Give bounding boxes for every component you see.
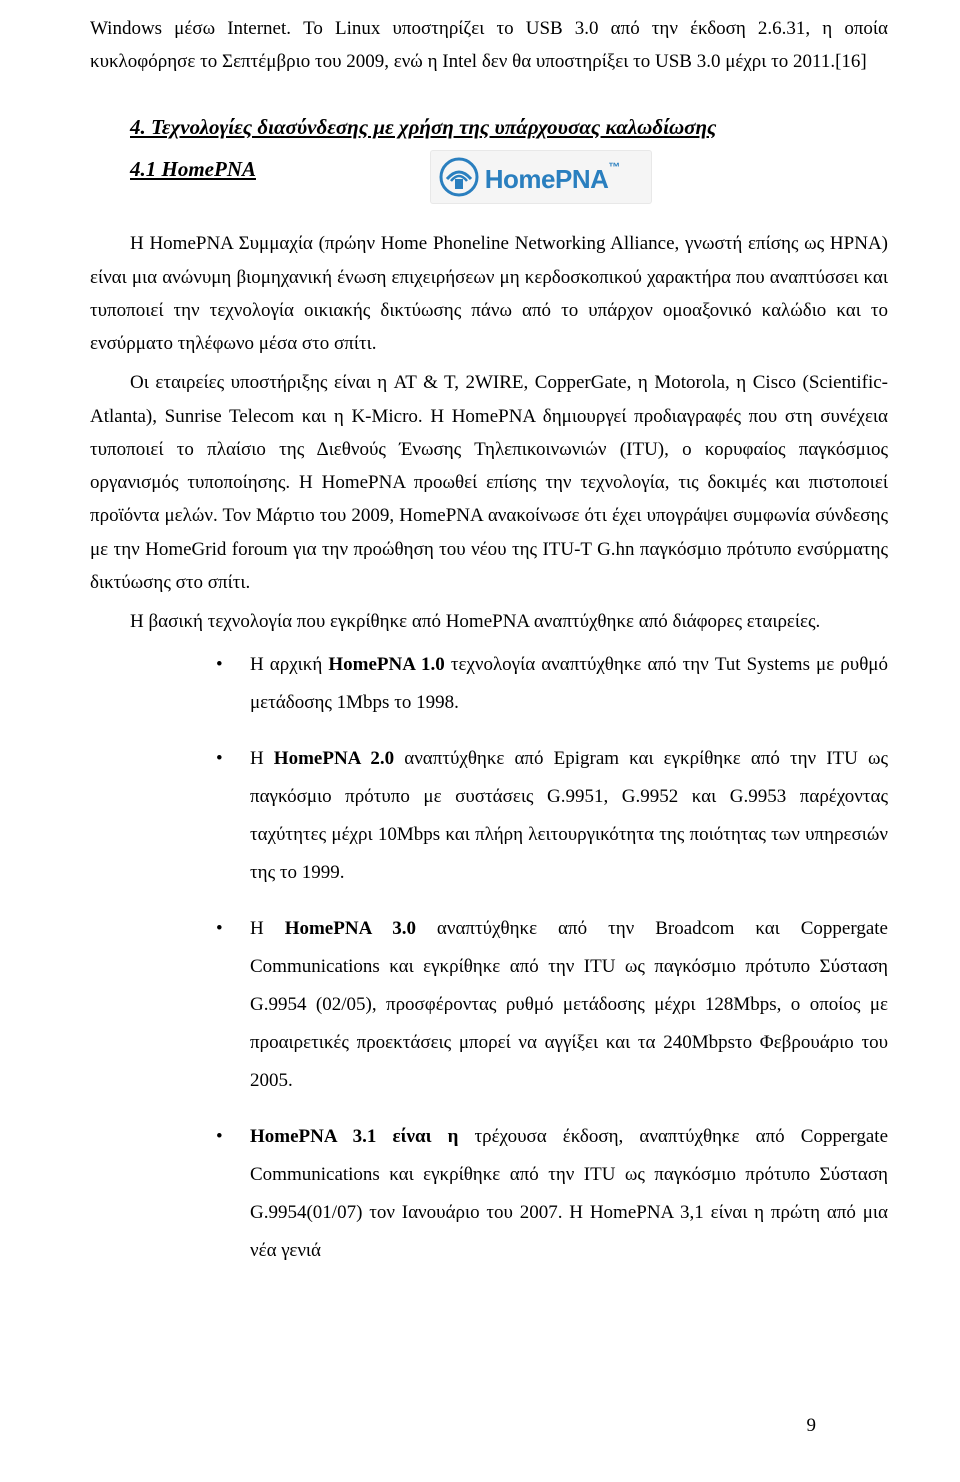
list-item: Η HomePNA 2.0 αναπτύχθηκε από Epigram κα… <box>144 740 888 892</box>
bullet-list: Η αρχική HomePNA 1.0 τεχνολογία αναπτύχθ… <box>90 646 888 1270</box>
bullet-lead: Η <box>250 748 274 769</box>
list-item: Η HomePNA 3.0 αναπτύχθηκε από την Broadc… <box>144 910 888 1100</box>
list-item: Η αρχική HomePNA 1.0 τεχνολογία αναπτύχθ… <box>144 646 888 722</box>
bullet-rest: αναπτύχθηκε από την Broadcom και Copperg… <box>250 918 888 1091</box>
bullet-bold: HomePNA 3.0 <box>285 918 416 939</box>
body-paragraph-1: Η HomePNA Συμμαχία (πρώην Home Phoneline… <box>90 227 888 360</box>
bullet-bold: HomePNA 1.0 <box>328 654 444 675</box>
bullet-bold: HomePNA 3.1 είναι η <box>250 1126 458 1147</box>
body-paragraph-2: Οι εταιρείες υποστήριξης είναι η AT & T,… <box>90 366 888 599</box>
subsection-row: 4.1 HomePNA HomePNA™ <box>90 151 888 203</box>
homepna-logo-icon <box>439 157 479 197</box>
bullet-bold: HomePNA 2.0 <box>274 748 394 769</box>
body-paragraph-3: Η βασική τεχνολογία που εγκρίθηκε από Ho… <box>90 605 888 638</box>
list-item: HomePNA 3.1 είναι η τρέχουσα έκδοση, ανα… <box>144 1118 888 1270</box>
page-number: 9 <box>807 1409 817 1442</box>
bullet-lead: Η αρχική <box>250 654 328 675</box>
homepna-logo-text: HomePNA™ <box>485 157 620 203</box>
intro-paragraph: Windows μέσω Internet. Το Linux υποστηρί… <box>90 12 888 79</box>
section-4-1-heading: 4.1 HomePNA <box>130 151 256 188</box>
bullet-lead: Η <box>250 918 285 939</box>
page: Windows μέσω Internet. Το Linux υποστηρί… <box>90 12 888 1452</box>
section-4-heading: 4. Τεχνολογίες διασύνδεσης με χρήση της … <box>130 109 888 146</box>
homepna-logo: HomePNA™ <box>431 151 651 203</box>
